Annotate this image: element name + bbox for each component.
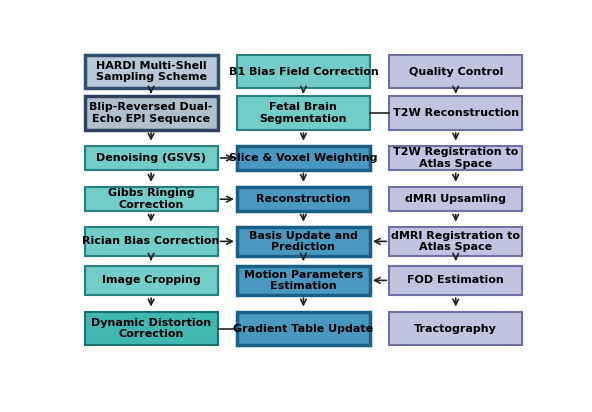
Text: Dynamic Distortion
Correction: Dynamic Distortion Correction [91, 318, 211, 339]
Text: dMRI Registration to
Atlas Space: dMRI Registration to Atlas Space [391, 231, 520, 252]
FancyBboxPatch shape [85, 312, 218, 345]
FancyBboxPatch shape [237, 266, 370, 295]
FancyBboxPatch shape [389, 266, 522, 295]
FancyBboxPatch shape [237, 227, 370, 255]
Text: T2W Reconstruction: T2W Reconstruction [392, 108, 519, 118]
FancyBboxPatch shape [389, 187, 522, 211]
FancyBboxPatch shape [237, 312, 370, 345]
Text: Quality Control: Quality Control [408, 67, 503, 77]
Text: Motion Parameters
Estimation: Motion Parameters Estimation [244, 269, 363, 291]
Text: B1 Bias Field Correction: B1 Bias Field Correction [229, 67, 378, 77]
FancyBboxPatch shape [85, 266, 218, 295]
Text: dMRI Upsamling: dMRI Upsamling [405, 194, 506, 204]
FancyBboxPatch shape [237, 55, 370, 88]
FancyBboxPatch shape [389, 146, 522, 170]
FancyBboxPatch shape [85, 146, 218, 170]
Text: Tractography: Tractography [414, 323, 497, 334]
FancyBboxPatch shape [389, 312, 522, 345]
Text: HARDI Multi-Shell
Sampling Scheme: HARDI Multi-Shell Sampling Scheme [95, 61, 207, 82]
FancyBboxPatch shape [389, 55, 522, 88]
FancyBboxPatch shape [85, 187, 218, 211]
Text: Gibbs Ringing
Correction: Gibbs Ringing Correction [108, 188, 194, 210]
FancyBboxPatch shape [85, 227, 218, 255]
Text: Fetal Brain
Segmentation: Fetal Brain Segmentation [260, 102, 347, 124]
FancyBboxPatch shape [237, 96, 370, 129]
Text: T2W Registration to
Atlas Space: T2W Registration to Atlas Space [393, 147, 519, 169]
FancyBboxPatch shape [85, 96, 218, 129]
FancyBboxPatch shape [85, 55, 218, 88]
Text: FOD Estimation: FOD Estimation [407, 275, 504, 286]
FancyBboxPatch shape [389, 96, 522, 129]
Text: Denoising (GSVS): Denoising (GSVS) [96, 153, 206, 163]
Text: Image Cropping: Image Cropping [102, 275, 201, 286]
Text: Slice & Voxel Weighting: Slice & Voxel Weighting [229, 153, 378, 163]
Text: Rician Bias Correction: Rician Bias Correction [82, 236, 220, 246]
Text: Reconstruction: Reconstruction [256, 194, 350, 204]
FancyBboxPatch shape [237, 187, 370, 211]
FancyBboxPatch shape [389, 227, 522, 255]
Text: Gradient Table Update: Gradient Table Update [233, 323, 374, 334]
FancyBboxPatch shape [237, 146, 370, 170]
Text: Blip-Reversed Dual-
Echo EPI Sequence: Blip-Reversed Dual- Echo EPI Sequence [89, 102, 213, 124]
Text: Basis Update and
Prediction: Basis Update and Prediction [249, 231, 358, 252]
